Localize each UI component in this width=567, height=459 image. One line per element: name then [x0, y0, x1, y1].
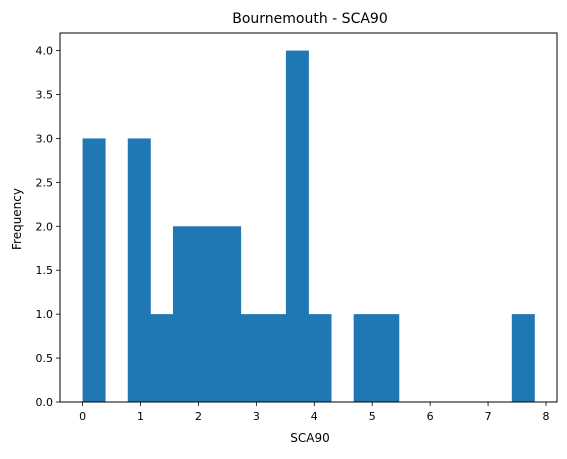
chart-title: Bournemouth - SCA90 [232, 11, 387, 27]
histogram-bar-12 [353, 314, 377, 402]
x-tick-label-8: 8 [542, 410, 549, 423]
histogram-bar-5 [195, 226, 219, 402]
y-tick-label-2: 1.0 [36, 308, 54, 321]
histogram-bar-9 [285, 50, 309, 402]
y-tick-label-5: 2.5 [36, 176, 54, 189]
histogram-bar-3 [150, 314, 174, 402]
x-tick-label-4: 4 [311, 410, 318, 423]
histogram-bar-0 [82, 138, 106, 402]
histogram-bar-2 [127, 138, 151, 402]
histogram-bar-13 [376, 314, 400, 402]
x-axis-label: SCA90 [290, 431, 329, 445]
x-tick-label-3: 3 [253, 410, 260, 423]
x-tick-label-7: 7 [485, 410, 492, 423]
histogram-bar-4 [172, 226, 196, 402]
y-tick-label-7: 3.5 [36, 89, 54, 102]
y-tick-label-4: 2.0 [36, 220, 54, 233]
x-tick-label-6: 6 [427, 410, 434, 423]
y-tick-label-6: 3.0 [36, 132, 54, 145]
histogram-bar-6 [218, 226, 242, 402]
y-tick-label-3: 1.5 [36, 264, 54, 277]
bars-layer [82, 50, 535, 402]
x-tick-label-0: 0 [79, 410, 86, 423]
histogram-bar-19 [511, 314, 535, 402]
ticks-layer: 0 1 2 3 4 5 6 7 8 0.0 0.5 1.0 1.5 2.0 2.5 3.0 3.5 4.0 [36, 45, 550, 423]
histogram-bar-10 [308, 314, 332, 402]
x-tick-label-1: 1 [137, 410, 144, 423]
y-tick-label-0: 0.0 [36, 396, 54, 409]
y-tick-label-8: 4.0 [36, 45, 54, 58]
y-tick-label-1: 0.5 [36, 352, 54, 365]
histogram-bar-8 [263, 314, 287, 402]
y-axis-label: Frequency [10, 188, 24, 250]
x-tick-label-2: 2 [195, 410, 202, 423]
x-tick-label-5: 5 [369, 410, 376, 423]
plot-frame [59, 32, 558, 403]
histogram-bar-7 [240, 314, 264, 402]
